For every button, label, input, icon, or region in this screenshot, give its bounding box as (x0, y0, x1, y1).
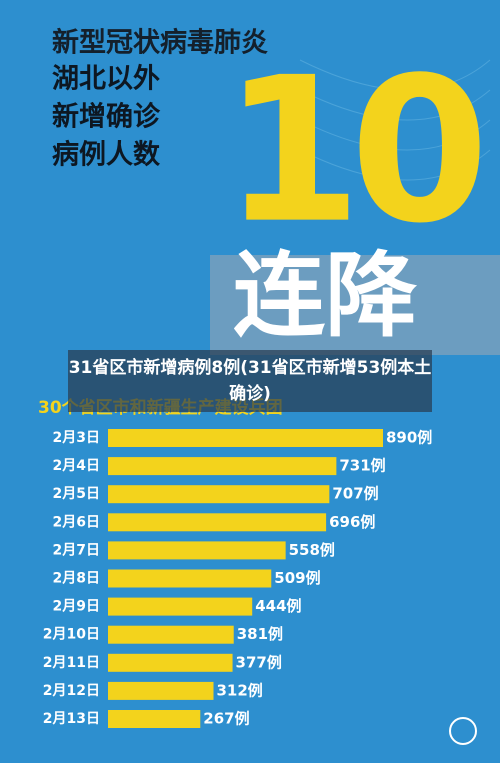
category-label: 2月9日 (53, 599, 100, 615)
banner: 连降 (233, 242, 417, 349)
bar (108, 597, 253, 616)
category-label: 2月5日 (53, 486, 100, 502)
bar (108, 513, 327, 532)
bar (108, 653, 233, 672)
bar (108, 541, 286, 560)
category-label: 2月6日 (53, 514, 100, 530)
headline: 病例人数 (52, 140, 161, 171)
big-number: 10 (223, 35, 480, 268)
category-label: 2月8日 (53, 571, 100, 587)
title: 新型冠状病毒肺炎 (52, 27, 268, 59)
value-label: 381例 (237, 625, 283, 643)
bar (108, 485, 330, 504)
value-label: 731例 (339, 457, 385, 475)
category-label: 2月10日 (43, 627, 100, 643)
value-label: 890例 (386, 429, 432, 447)
value-label: 444例 (255, 597, 301, 615)
bar (108, 569, 272, 588)
category-label: 2月12日 (43, 683, 100, 699)
category-label: 2月11日 (43, 655, 100, 671)
headline: 新增确诊 (52, 101, 161, 133)
bar (108, 625, 234, 644)
banner-bg (210, 255, 500, 355)
headline: 湖北以外 (52, 64, 160, 95)
category-label: 2月4日 (53, 458, 100, 474)
decor (299, 59, 491, 181)
caption: 31省区市新增病例8例(31省区市新增53例本土确诊) (68, 350, 432, 412)
value-label: 312例 (216, 681, 262, 699)
logo (449, 717, 477, 745)
category-label: 2月13日 (43, 711, 100, 727)
bar (108, 710, 201, 728)
value-label: 377例 (236, 653, 282, 671)
value-label: 509例 (274, 569, 320, 587)
value-label: 696例 (329, 513, 375, 531)
value-label: 707例 (332, 485, 378, 503)
bar (108, 681, 214, 700)
value-label: 267例 (203, 710, 249, 728)
bar (108, 429, 383, 447)
value-label: 558例 (289, 541, 335, 559)
category-label: 2月3日 (53, 430, 100, 446)
category-label: 2月7日 (53, 542, 100, 558)
bar (108, 457, 337, 476)
